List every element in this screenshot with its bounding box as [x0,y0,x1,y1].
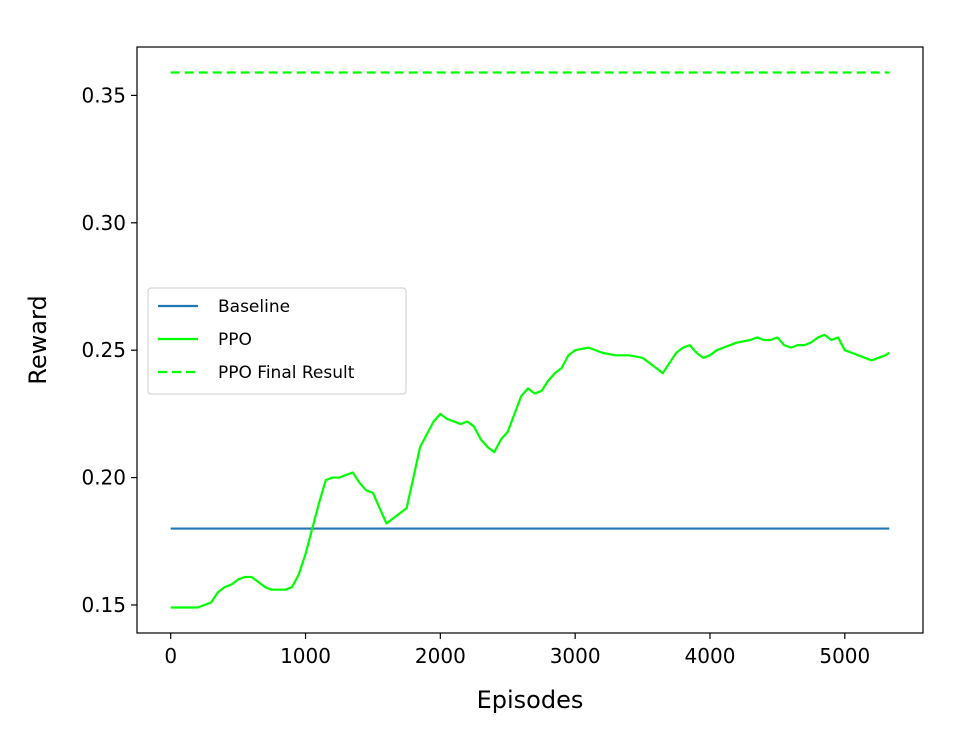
y-axis-ticks: 0.15 0.20 0.25 0.30 0.35 [81,83,137,617]
x-tick-label: 2000 [415,644,466,668]
x-tick-label: 4000 [685,644,736,668]
y-tick-label: 0.15 [81,593,126,617]
x-axis-title: Episodes [477,686,584,714]
series-line-1 [170,333,890,609]
legend: Baseline PPO PPO Final Result [147,287,407,395]
y-tick-label: 0.25 [81,338,126,362]
legend-label: PPO Final Result [218,363,355,383]
plot-frame [136,46,924,634]
y-axis-title: Reward [24,295,52,384]
legend-label: Baseline [218,297,290,317]
x-tick-label: 3000 [550,644,601,668]
x-axis-ticks: 0 1000 2000 3000 4000 5000 [164,633,870,668]
x-tick-label: 0 [164,644,177,668]
series-layer [170,71,890,609]
legend-label: PPO [218,330,252,350]
y-tick-label: 0.30 [81,211,126,235]
y-tick-label: 0.35 [81,83,126,107]
x-tick-label: 1000 [280,644,331,668]
x-tick-label: 5000 [819,644,870,668]
legend-box [147,287,407,395]
y-tick-label: 0.20 [81,466,126,490]
